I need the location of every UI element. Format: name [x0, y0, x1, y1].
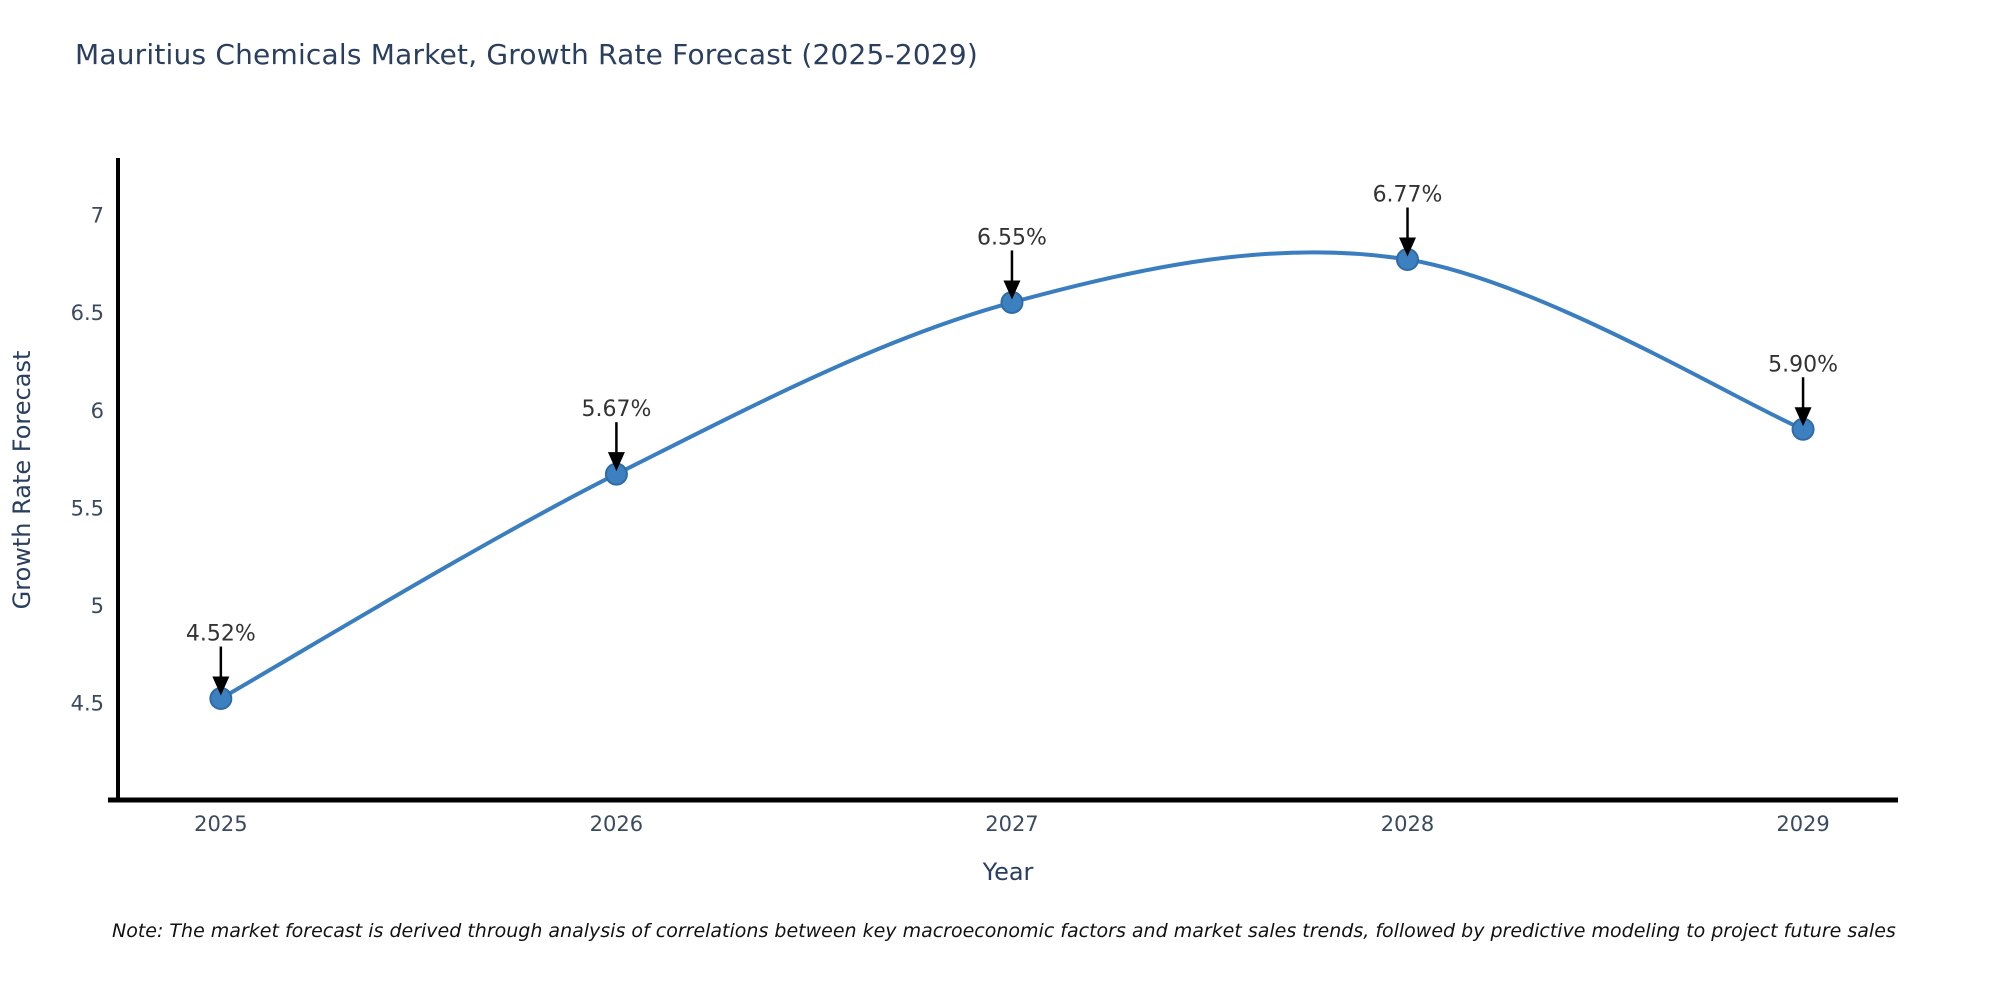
- annotation-arrowhead-icon: [607, 452, 625, 472]
- y-tick-label-7: 7: [91, 204, 104, 228]
- annotation-arrowhead-icon: [212, 676, 230, 696]
- growth-rate-line-chart: 4.52% 5.67% 6.55% 6.77% 5.90% 4.5 5 5.5 6 6.5 7 202…: [8, 158, 1898, 886]
- y-axis-title: Growth Rate Forecast: [8, 351, 36, 610]
- annotation-arrowhead-icon: [1003, 280, 1021, 300]
- series-line: [219, 250, 1804, 701]
- x-tick-label-2029: 2029: [1776, 812, 1829, 836]
- x-tick-label-2027: 2027: [985, 812, 1038, 836]
- annotation-arrowhead-icon: [1399, 237, 1417, 257]
- annotation-label-2027: 6.55%: [977, 225, 1047, 250]
- y-tick-label-5: 5: [91, 594, 104, 618]
- x-tick-label-2026: 2026: [590, 812, 643, 836]
- annotation-arrowhead-icon: [1794, 407, 1812, 427]
- annotation-label-2025: 4.52%: [186, 622, 256, 647]
- y-tick-label-6.5: 6.5: [71, 301, 104, 325]
- y-tick-label-6: 6: [91, 399, 104, 423]
- annotation-label-2028: 6.77%: [1373, 183, 1443, 208]
- x-tick-label-2025: 2025: [194, 812, 247, 836]
- footnote: Note: The market forecast is derived thr…: [112, 920, 1896, 942]
- chart-title: Mauritius Chemicals Market, Growth Rate …: [75, 38, 978, 71]
- y-tick-label-4.5: 4.5: [71, 691, 104, 715]
- x-axis-title: Year: [982, 858, 1034, 886]
- annotation-label-2026: 5.67%: [581, 397, 651, 422]
- y-tick-label-5.5: 5.5: [71, 496, 104, 520]
- annotation-label-2029: 5.90%: [1768, 352, 1838, 377]
- x-tick-label-2028: 2028: [1381, 812, 1434, 836]
